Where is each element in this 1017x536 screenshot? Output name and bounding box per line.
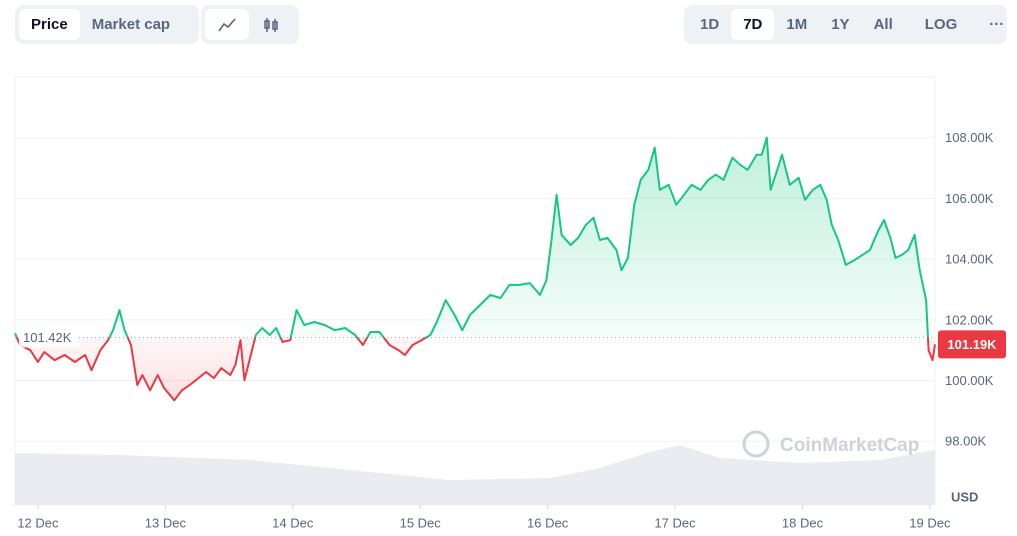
range-button[interactable]: 1D (700, 16, 720, 33)
line-icon (218, 17, 236, 31)
plot-frame (14, 76, 936, 506)
range-button[interactable]: 1M (786, 16, 808, 33)
candle-style-button[interactable] (249, 9, 293, 40)
y-tick-label: 100.00K (945, 373, 994, 388)
y-tick-label: 106.00K (945, 191, 994, 206)
chart-style-group (201, 5, 299, 44)
range-button[interactable]: 1Y (831, 16, 850, 33)
x-tick-label: 12 Dec (17, 515, 59, 530)
x-tick-label: 16 Dec (527, 515, 569, 530)
tab-group: Price Market cap (15, 5, 199, 44)
log-button[interactable]: LOG (924, 16, 958, 33)
range-button[interactable]: All (873, 16, 893, 33)
y-tick-label: 108.00K (945, 130, 994, 145)
more-button[interactable]: ··· (989, 16, 1005, 33)
x-tick-label: 14 Dec (272, 515, 314, 530)
x-tick-label: 17 Dec (654, 515, 696, 530)
tab-button[interactable]: Price (19, 9, 80, 40)
grid (15, 137, 935, 442)
range-button[interactable]: 7D (731, 9, 775, 40)
watermark: CoinMarketCap (742, 430, 919, 458)
y-tick-label: 104.00K (945, 252, 994, 267)
last-price-bg (938, 330, 1006, 359)
reference-label-bg (19, 327, 79, 348)
candle-icon (264, 17, 278, 32)
y-tick-label: 102.00K (945, 312, 994, 327)
last-price-label: 101.19K (947, 337, 997, 352)
x-tick-label: 13 Dec (145, 515, 187, 530)
volume-area (15, 445, 935, 505)
range-group: 1D 7D 1M 1Y All LOG ··· (684, 5, 1007, 44)
y-unit-label: USD (951, 489, 978, 504)
y-tick-label: 98.00K (945, 434, 987, 449)
x-tick-label: 19 Dec (909, 515, 951, 530)
area-fill (15, 137, 935, 401)
x-tick-label: 15 Dec (400, 515, 442, 530)
watermark-text: CoinMarketCap (780, 435, 919, 456)
tab-button[interactable]: Market cap (91, 16, 171, 33)
line-style-button[interactable] (205, 9, 249, 40)
x-tick-label: 18 Dec (782, 515, 824, 530)
reference-label: 101.42K (23, 330, 72, 345)
price-line (14, 136, 936, 402)
